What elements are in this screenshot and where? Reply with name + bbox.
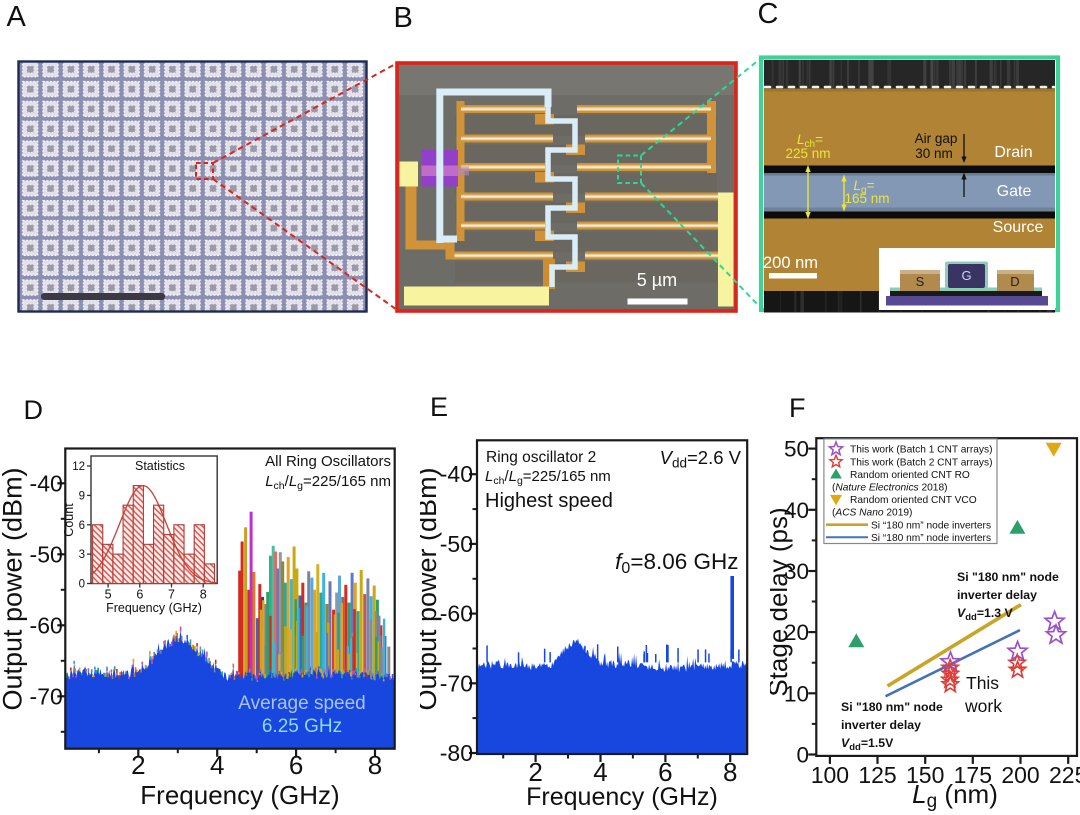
svg-text:Count: Count	[62, 503, 76, 537]
svg-text:0: 0	[796, 743, 809, 768]
svg-text:Si "180 nm" node: Si "180 nm" node	[957, 570, 1059, 584]
svg-text:200 nm: 200 nm	[763, 254, 818, 272]
svg-text:Si “180 nm” node inverters: Si “180 nm” node inverters	[871, 520, 991, 531]
svg-text:Ring oscillator 2: Ring oscillator 2	[486, 449, 596, 466]
svg-text:-60: -60	[440, 601, 473, 627]
svg-text:-60: -60	[30, 612, 63, 638]
svg-text:3: 3	[79, 549, 85, 561]
svg-text:6: 6	[79, 520, 85, 532]
svg-text:50: 50	[784, 437, 809, 462]
svg-text:7: 7	[168, 588, 175, 602]
svg-text:Lch=: Lch=	[797, 132, 823, 150]
svg-text:D: D	[1010, 274, 1019, 289]
svg-text:Vdd=1.5V: Vdd=1.5V	[841, 736, 894, 753]
svg-text:30: 30	[784, 559, 809, 584]
svg-text:0: 0	[79, 579, 85, 591]
svg-text:Output power (dBm): Output power (dBm)	[0, 467, 28, 710]
svg-text:125: 125	[858, 762, 896, 788]
svg-text:6: 6	[658, 757, 672, 787]
svg-text:8: 8	[368, 750, 382, 780]
svg-text:2: 2	[131, 750, 145, 780]
svg-text:Lg (nm): Lg (nm)	[912, 779, 998, 812]
svg-text:-80: -80	[440, 740, 473, 766]
svg-text:12: 12	[72, 461, 85, 473]
svg-text:Random oriented CNT VCO: Random oriented CNT VCO	[850, 495, 977, 506]
svg-text:All Ring Oscillators: All Ring Oscillators	[265, 453, 391, 470]
svg-text:G: G	[961, 268, 971, 283]
svg-text:-70: -70	[30, 683, 63, 709]
svg-text:-40: -40	[440, 461, 473, 487]
svg-text:-40: -40	[30, 470, 63, 496]
svg-text:Frequency (GHz): Frequency (GHz)	[526, 783, 718, 811]
svg-text:4: 4	[593, 757, 607, 787]
svg-text:8: 8	[200, 588, 207, 602]
svg-text:165 nm: 165 nm	[844, 191, 889, 206]
svg-text:Frequency (GHz): Frequency (GHz)	[106, 601, 202, 615]
svg-text:9: 9	[79, 490, 85, 502]
svg-text:20: 20	[784, 620, 809, 645]
svg-text:This: This	[966, 673, 999, 693]
svg-text:Vdd=2.6 V: Vdd=2.6 V	[660, 447, 742, 471]
svg-text:Si "180 nm" node: Si "180 nm" node	[841, 700, 943, 714]
svg-text:(Nature Electronics 2018): (Nature Electronics 2018)	[832, 483, 948, 494]
svg-text:Highest speed: Highest speed	[485, 490, 613, 512]
svg-text:225: 225	[1049, 762, 1080, 788]
svg-text:Lch/Lg=225/165 nm: Lch/Lg=225/165 nm	[265, 473, 391, 492]
svg-text:Frequency (GHz): Frequency (GHz)	[140, 780, 339, 810]
svg-text:4: 4	[210, 750, 224, 780]
svg-text:200: 200	[1001, 762, 1039, 788]
svg-text:8: 8	[723, 757, 737, 787]
svg-text:150: 150	[906, 762, 944, 788]
svg-text:This work (Batch 2 CNT arrays): This work (Batch 2 CNT arrays)	[850, 457, 992, 468]
svg-text:Vdd=1.3 V: Vdd=1.3 V	[957, 606, 1014, 623]
svg-text:Air gap: Air gap	[915, 131, 958, 146]
svg-text:(ACS Nano 2019): (ACS Nano 2019)	[832, 508, 912, 519]
svg-text:Random oriented CNT RO: Random oriented CNT RO	[850, 470, 970, 481]
svg-text:10: 10	[784, 681, 809, 706]
svg-text:Source: Source	[993, 219, 1044, 236]
svg-text:S: S	[916, 274, 925, 289]
svg-text:This work (Batch 1 CNT arrays): This work (Batch 1 CNT arrays)	[850, 445, 992, 456]
svg-text:-70: -70	[440, 670, 473, 696]
svg-text:inverter delay: inverter delay	[841, 718, 921, 732]
svg-text:f0=8.06 GHz: f0=8.06 GHz	[615, 549, 738, 577]
svg-text:Si “180 nm” node inverters: Si “180 nm” node inverters	[871, 533, 991, 544]
svg-text:Drain: Drain	[994, 144, 1032, 161]
svg-text:6: 6	[136, 588, 143, 602]
svg-text:100: 100	[811, 762, 849, 788]
svg-text:40: 40	[784, 498, 809, 523]
svg-text:-50: -50	[30, 541, 63, 567]
svg-text:6.25 GHz: 6.25 GHz	[262, 716, 342, 737]
svg-text:6: 6	[289, 750, 303, 780]
svg-text:Stage delay (ps): Stage delay (ps)	[770, 507, 793, 696]
svg-text:Output power (dBm): Output power (dBm)	[420, 467, 442, 710]
svg-text:225 nm: 225 nm	[785, 146, 830, 161]
svg-text:inverter delay: inverter delay	[957, 588, 1037, 602]
svg-text:2: 2	[528, 757, 542, 787]
svg-text:Gate: Gate	[997, 183, 1032, 200]
svg-text:-50: -50	[440, 531, 473, 557]
svg-text:175: 175	[954, 762, 992, 788]
svg-text:5 µm: 5 µm	[637, 270, 677, 290]
svg-text:Lch/Lg=225/165 nm: Lch/Lg=225/165 nm	[485, 468, 611, 487]
svg-text:work: work	[964, 696, 1002, 716]
svg-text:Lg=: Lg=	[854, 178, 875, 196]
svg-text:30 nm: 30 nm	[915, 146, 953, 161]
svg-text:Average speed: Average speed	[238, 693, 365, 714]
svg-text:Statistics: Statistics	[135, 459, 185, 473]
svg-text:5: 5	[105, 588, 112, 602]
